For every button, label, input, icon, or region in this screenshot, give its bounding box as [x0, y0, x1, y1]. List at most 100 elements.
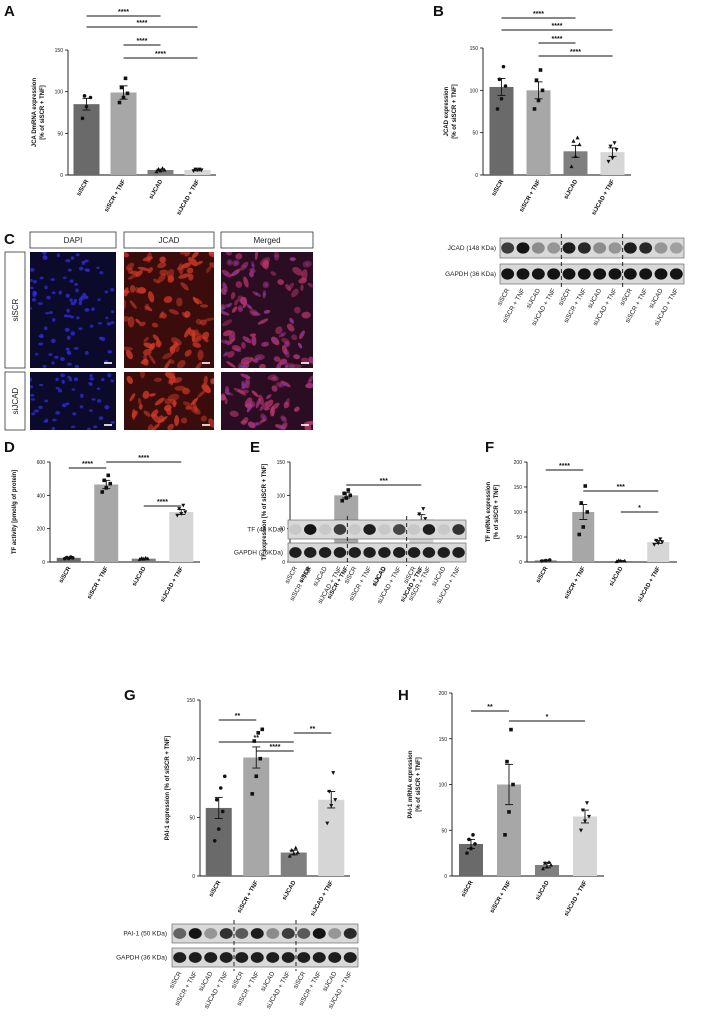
cell-stain	[135, 318, 141, 324]
x-tick-label: siJCAD	[563, 178, 579, 200]
nucleus	[284, 382, 287, 386]
nucleus	[106, 321, 112, 326]
x-tick-label: siSCR + TNF	[237, 880, 260, 915]
nucleus	[78, 327, 83, 330]
nucleus	[89, 373, 93, 378]
data-point	[579, 828, 583, 833]
significance-label: ***	[617, 484, 625, 491]
data-point	[608, 144, 613, 149]
nucleus	[54, 355, 59, 359]
data-point	[250, 792, 255, 796]
cell-stain	[129, 393, 136, 402]
cell-stain	[124, 299, 127, 310]
data-point	[467, 837, 471, 842]
cell-stain	[140, 358, 149, 365]
y-tick-label: 50	[472, 131, 478, 137]
cell-stain	[158, 415, 165, 423]
blot-band	[516, 242, 530, 254]
blot-lane-label: siSCR	[292, 970, 307, 990]
blot-strip	[499, 263, 685, 285]
nucleus	[42, 255, 47, 258]
nucleus	[81, 262, 85, 266]
cell-stain	[173, 340, 180, 353]
cell-stain	[301, 311, 311, 319]
cell-stain	[234, 298, 239, 306]
data-point	[162, 167, 167, 172]
nucleus	[283, 424, 286, 428]
nucleus	[248, 305, 251, 309]
nucleus	[105, 316, 109, 320]
x-tick-label: siSCR + TNF	[87, 566, 110, 601]
significance-label: ****	[137, 20, 148, 27]
nucleus	[89, 382, 93, 387]
y-tick-label: 100	[277, 493, 286, 499]
chart-panel-a: 0 50 100 150 JCA DmRNA expression [% of siSCR…	[32, 9, 216, 217]
data-point	[177, 507, 182, 511]
nucleus	[80, 393, 84, 399]
blot-label: PAI-1 (50 KDa)	[123, 931, 167, 938]
nucleus	[300, 333, 304, 337]
blot-strip	[171, 947, 359, 968]
data-point	[660, 540, 665, 545]
data-point	[612, 141, 617, 146]
cell-stain	[230, 291, 236, 300]
data-point	[212, 839, 217, 843]
nucleus	[308, 384, 312, 388]
col-header-jcad: JCAD	[159, 236, 180, 245]
y-axis-label: [% of siSCR + TNF]	[40, 85, 46, 140]
blot-band	[531, 242, 545, 254]
nucleus	[243, 264, 246, 268]
x-tick-label: siSCR + TNF	[104, 179, 127, 214]
cell-stain	[173, 377, 183, 384]
blot-band	[333, 524, 347, 535]
nucleus	[66, 350, 71, 354]
nucleus	[38, 342, 44, 346]
cell-stain	[179, 252, 186, 255]
blot-band	[173, 928, 187, 939]
bar	[573, 816, 597, 876]
nucleus	[230, 334, 234, 338]
nucleus	[104, 405, 110, 410]
nucleus	[251, 269, 254, 272]
scale-bar	[202, 424, 210, 426]
nucleus	[96, 399, 102, 403]
blot-strip	[287, 519, 467, 540]
chart-panel-f: 0 50 100 150 200 TF mRNA expression [% of siSC…	[486, 460, 677, 604]
x-tick-label: siSCR	[208, 879, 222, 898]
data-point	[507, 810, 511, 814]
data-point	[340, 498, 345, 503]
cell-stain	[139, 372, 145, 379]
data-point	[539, 559, 544, 563]
y-tick-label: 100	[514, 510, 523, 516]
micrograph-jcad	[124, 372, 214, 430]
nucleus	[79, 405, 84, 409]
data-point	[423, 517, 428, 521]
nucleus	[100, 378, 105, 382]
data-point	[106, 473, 111, 478]
cell-stain	[142, 349, 152, 356]
data-point	[252, 739, 257, 743]
data-point	[471, 833, 475, 837]
blot-band	[281, 952, 295, 963]
nucleus	[32, 280, 37, 284]
blot-band	[378, 524, 391, 535]
nucleus	[30, 393, 35, 397]
significance-label: ****	[82, 461, 93, 468]
nucleus	[41, 252, 47, 255]
blot-band	[289, 547, 302, 558]
data-point	[137, 557, 142, 561]
y-axis-label: TF activity [pmol/g of protein]	[12, 470, 18, 554]
data-point	[543, 860, 547, 865]
nucleus	[273, 339, 277, 343]
nucleus	[38, 383, 44, 387]
cell-stain	[259, 401, 268, 411]
nucleus	[30, 268, 35, 272]
nucleus	[31, 297, 37, 302]
blot-band	[328, 952, 342, 963]
data-point	[287, 853, 292, 858]
data-point	[547, 558, 552, 562]
micrograph-background	[221, 372, 313, 430]
cell-stain	[163, 404, 172, 412]
significance-label: ****	[155, 51, 166, 58]
